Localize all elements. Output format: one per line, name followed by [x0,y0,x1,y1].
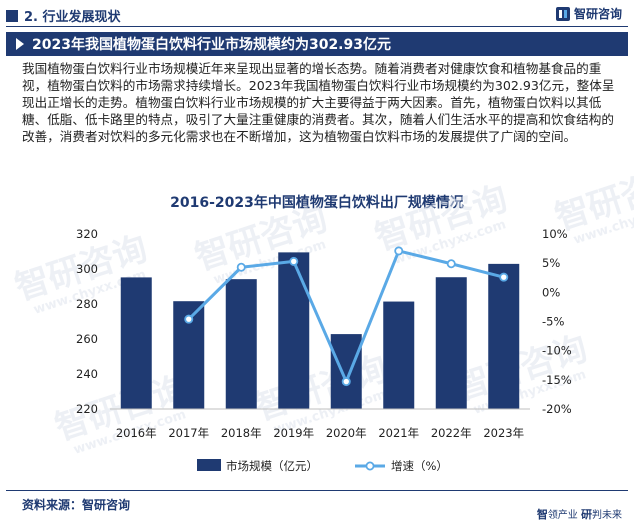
bar [488,263,520,409]
x-tick-label: 2022年 [431,426,472,440]
x-tick-label: 2020年 [326,426,367,440]
legend-swatch-bar [197,459,221,471]
slogan: 智领产业 研判未来 [537,506,622,522]
y-right-tick-label: 5% [542,256,560,270]
section-label: 2. 行业发展现状 [24,10,121,25]
x-tick-label: 2016年 [116,426,157,440]
x-tick-label: 2021年 [378,426,419,440]
line-point [499,272,509,282]
x-tick-label: 2019年 [273,426,314,440]
y-left-tick-label: 240 [76,367,98,381]
x-axis: 2016年 2017年 2018年 2019年 2020年 2021年 2022年 2023年 [110,408,530,440]
footer-divider [6,490,628,491]
y-right-tick-label: 0% [542,285,560,299]
y-left-tick-label: 320 [76,227,98,241]
line-point [341,377,351,387]
line-point [236,262,246,272]
chart-title: 2016-2023年中国植物蛋白饮料出厂规模情况 [170,195,464,211]
line-point [289,256,299,266]
legend-label: 增速（%） [391,459,448,473]
line-point [446,259,456,269]
description-paragraph: 我国植物蛋白饮料行业市场规模近年来呈现出显著的增长态势。随着消费者对健康饮食和植… [22,61,615,144]
chevron-right-icon [16,38,24,50]
section-tag: 2. 行业发展现状 [6,6,121,25]
y-right-tick-label: -15% [542,373,572,387]
x-tick-label: 2018年 [221,426,262,440]
y-left-tick-label: 280 [76,297,98,311]
line-series [184,246,509,387]
y-left-tick-label: 300 [76,262,98,276]
page-title: 2023年我国植物蛋白饮料行业市场规模约为302.93亿元 [32,37,391,53]
bar [383,301,415,409]
y-right-tick-label: 10% [542,227,568,241]
y-right-tick-label: -10% [542,344,572,358]
bar [225,279,257,409]
brand-logo: 智研咨询 [555,5,622,22]
slogan-char-1: 智 [536,508,548,521]
bar-series [120,252,520,409]
top-divider [6,26,628,27]
slogan-part-1: 领产业 [547,510,578,521]
y-left-tick-label: 220 [76,402,98,416]
logo-icon [555,6,570,21]
x-tick-label: 2017年 [168,426,209,440]
right-axis: -20% -15% -10% -5% 0% 5% 10% [542,227,572,416]
line-point [394,246,404,256]
legend-swatch-point [365,461,375,471]
y-right-tick-label: -20% [542,402,572,416]
bar [435,277,467,409]
bar [330,334,362,409]
legend-label: 市场规模（亿元） [226,459,318,473]
watermark-layer: 智研咨询www.chyxx.com智研咨询www.chyxx.com智研咨询ww… [10,158,634,457]
y-right-tick-label: -5% [542,315,564,329]
x-tick-label: 2023年 [483,426,524,440]
bar [278,252,310,409]
left-axis: 220 240 260 280 300 320 [76,227,98,416]
source-note: 资料来源：智研咨询 [22,498,131,512]
section-square-icon [6,9,18,22]
logo-text: 智研咨询 [573,7,622,21]
y-left-tick-label: 260 [76,332,98,346]
bar [120,277,152,409]
slogan-part-2: 判未来 [592,510,622,521]
legend: 市场规模（亿元） 增速（%） [197,459,448,473]
slogan-char-2: 研 [581,508,592,521]
line-point [184,314,194,324]
top-bar: 2. 行业发展现状 智研咨询 [0,0,634,28]
title-banner: 2023年我国植物蛋白饮料行业市场规模约为302.93亿元 [6,32,628,56]
